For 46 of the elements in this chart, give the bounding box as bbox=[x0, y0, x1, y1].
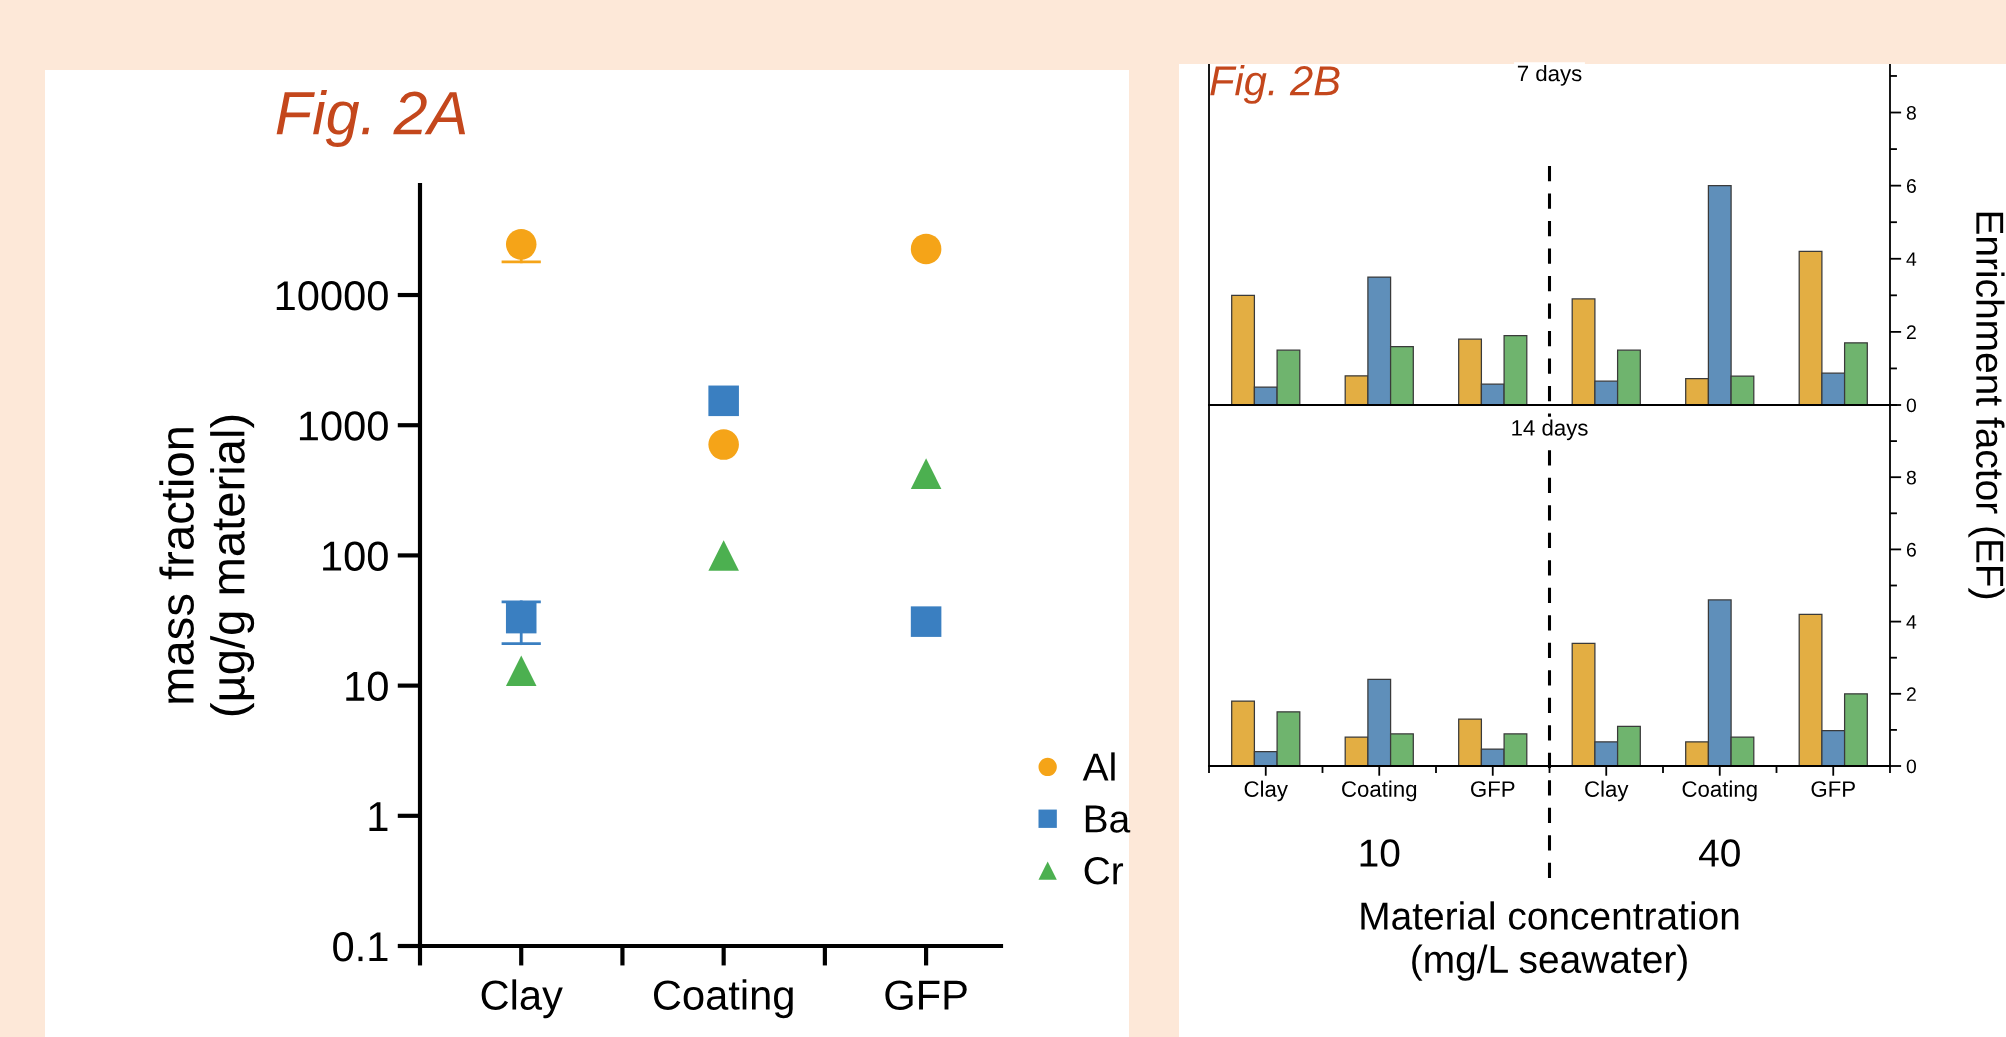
y-tick-label: 8 bbox=[1906, 470, 1916, 485]
x-tick-label: Clay bbox=[1244, 780, 1288, 802]
x-axis-title: Material concentration (mg/L seawater) bbox=[1361, 901, 1739, 981]
x-tick-label: Coating bbox=[653, 979, 793, 1019]
legend-label: Al bbox=[1082, 752, 1115, 781]
point bbox=[910, 458, 942, 489]
annotation: 7 days bbox=[1517, 65, 1582, 86]
y-tick-label: 0 bbox=[1906, 398, 1917, 413]
y-tick-label: 6 bbox=[1906, 179, 1916, 193]
y-tick-label: 1 bbox=[369, 802, 388, 831]
y-tick-label: 10 bbox=[346, 671, 388, 702]
y-tick-label: 4 bbox=[1906, 615, 1917, 629]
y-tick-label: 2 bbox=[1906, 325, 1916, 339]
x-tick-label: Coating bbox=[1342, 780, 1417, 802]
point bbox=[708, 540, 739, 571]
point bbox=[505, 602, 537, 634]
point bbox=[505, 229, 537, 260]
y-tick-label: 4 bbox=[1906, 252, 1917, 266]
y-tick-label: 8 bbox=[1906, 105, 1916, 120]
y-axis-title: mass fraction (µg/g material) bbox=[159, 415, 255, 716]
y-tick-label: 10000 bbox=[276, 281, 388, 311]
y-tick-label: 0 bbox=[1906, 759, 1917, 774]
point bbox=[910, 233, 942, 265]
y-tick-label: 0.1 bbox=[333, 932, 388, 962]
y-tick-label: 6 bbox=[1906, 542, 1916, 557]
text: 10 bbox=[1360, 839, 1400, 867]
point bbox=[708, 429, 739, 460]
x-tick-label: GFP bbox=[1811, 781, 1855, 797]
point bbox=[708, 385, 739, 417]
y-tick-label: 1000 bbox=[299, 411, 388, 441]
legend-label: Ba bbox=[1085, 805, 1131, 833]
y-tick-label: 2 bbox=[1906, 687, 1916, 701]
chart-title: Fig. 2A bbox=[276, 89, 466, 147]
y-tick-label: 100 bbox=[323, 541, 388, 571]
x-tick-label: Coating bbox=[1682, 780, 1757, 802]
chart-title: Fig. 2B bbox=[1210, 65, 1340, 104]
point bbox=[505, 655, 537, 687]
x-tick-label: GFP bbox=[885, 980, 967, 1010]
x-tick-label: Clay bbox=[481, 979, 563, 1019]
x-tick-label: Clay bbox=[1585, 780, 1629, 802]
legend-label: Cr bbox=[1084, 857, 1124, 885]
y-axis-title: Enrichment factor (EF) bbox=[1968, 212, 2005, 599]
text: 40 bbox=[1699, 839, 1740, 867]
x-tick-label: GFP bbox=[1471, 781, 1515, 797]
point bbox=[910, 606, 942, 637]
annotation: 14 days bbox=[1512, 419, 1588, 441]
